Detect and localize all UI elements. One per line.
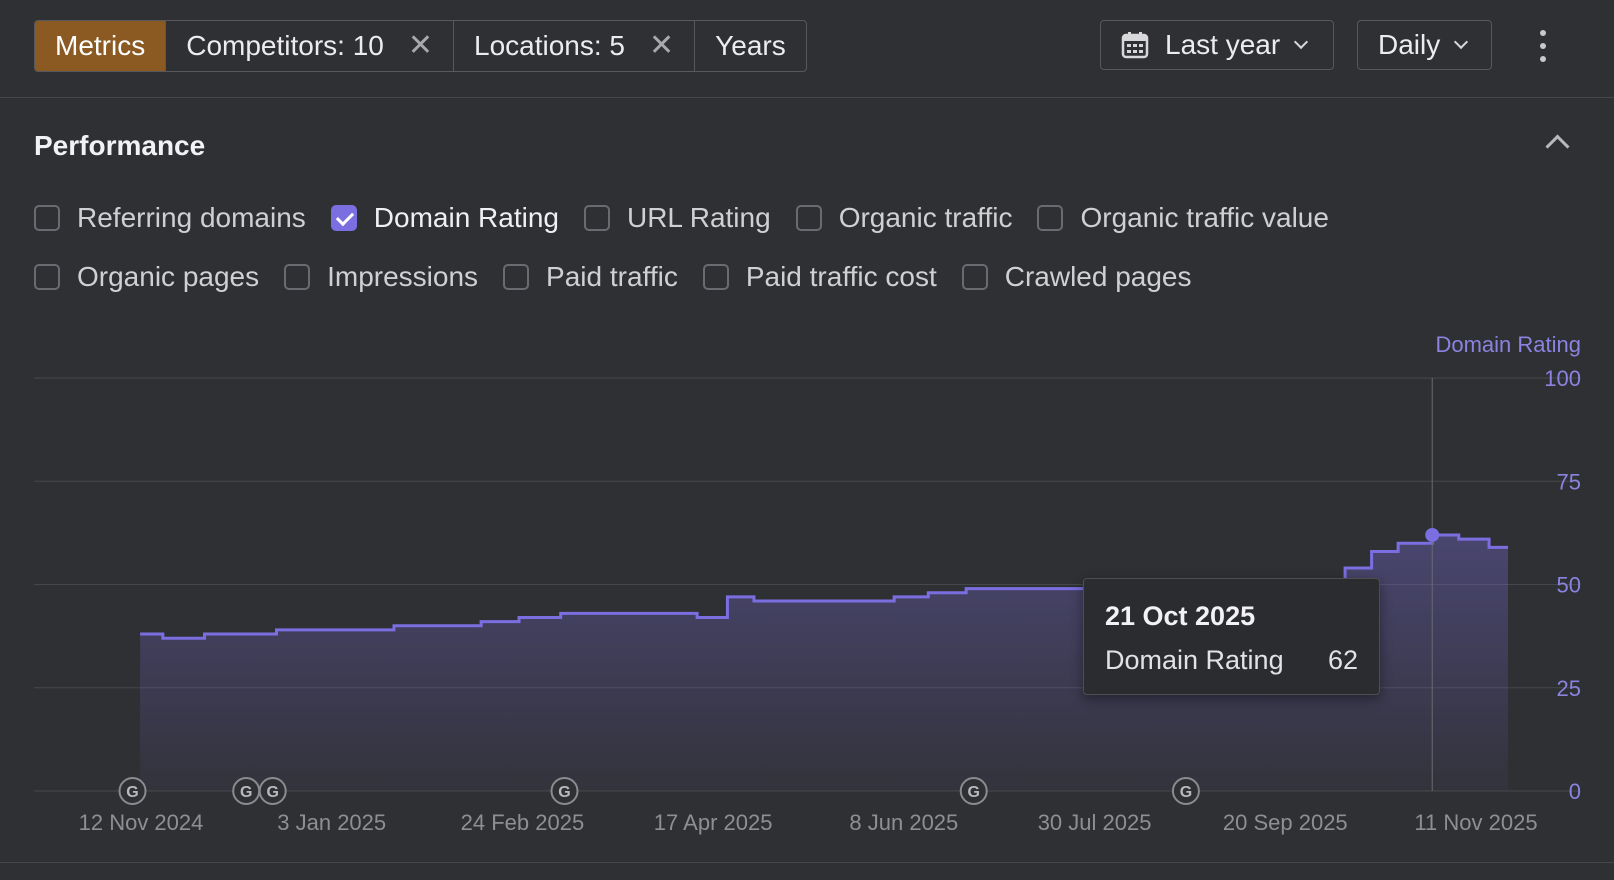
metric-organic-pages[interactable]: Organic pages <box>34 261 259 293</box>
divider <box>0 862 1614 863</box>
close-icon[interactable]: ✕ <box>649 29 675 62</box>
google-update-icon <box>959 777 988 805</box>
y-tick-label: 0 <box>1569 779 1581 804</box>
checkbox[interactable] <box>795 205 822 231</box>
tab-locations[interactable]: Locations: 5 ✕ <box>454 21 696 71</box>
google-update-label: G <box>266 784 278 801</box>
series-line <box>140 533 1508 640</box>
y-axis-title: Domain Rating <box>1435 332 1581 357</box>
tab-locations-label: Locations: 5 <box>474 30 626 61</box>
date-range-dropdown[interactable]: Last year <box>1100 20 1334 70</box>
granularity-label: Daily <box>1378 29 1441 60</box>
google-update-label: G <box>967 784 979 801</box>
metric-domain-rating[interactable]: Domain Rating <box>330 202 559 234</box>
checkbox[interactable] <box>583 205 610 231</box>
metric-label: Paid traffic cost <box>745 261 937 292</box>
metric-crawled-pages[interactable]: Crawled pages <box>961 261 1192 293</box>
metric-paid-traffic[interactable]: Paid traffic <box>503 261 678 293</box>
google-update-label: G <box>240 784 252 801</box>
close-icon[interactable]: ✕ <box>407 29 434 62</box>
x-tick-label: 8 Jun 2025 <box>849 810 958 835</box>
google-update-icon <box>550 777 579 805</box>
checkbox[interactable] <box>284 264 311 290</box>
metric-label: Organic pages <box>77 261 260 292</box>
x-tick-label: 30 Jul 2025 <box>1038 810 1152 835</box>
tab-competitors[interactable]: Competitors: 10 ✕ <box>166 21 455 71</box>
checkbox[interactable] <box>34 264 60 290</box>
metric-organic-traffic[interactable]: Organic traffic <box>795 202 1013 234</box>
metric-label: Crawled pages <box>1004 261 1192 292</box>
chevron-down-icon <box>1294 34 1309 50</box>
metric-label: Organic traffic <box>838 202 1013 233</box>
metrics-row-1: Referring domains Domain Rating URL Rati… <box>34 202 1354 234</box>
x-tick-label: 24 Feb 2025 <box>461 810 585 835</box>
metric-url-rating[interactable]: URL Rating <box>583 202 771 234</box>
tab-competitors-label: Competitors: 10 <box>186 30 384 61</box>
metric-label: URL Rating <box>626 202 771 233</box>
google-update-icon <box>258 777 287 805</box>
section-title: Performance <box>34 130 206 161</box>
chevron-up-icon[interactable] <box>1545 134 1570 159</box>
highlight-point <box>1425 527 1440 542</box>
tooltip-date: 21 Oct 2025 <box>1105 601 1256 631</box>
metric-label: Organic traffic value <box>1080 202 1329 233</box>
checkbox[interactable] <box>34 205 60 231</box>
metric-label: Referring domains <box>77 202 306 233</box>
metric-label: Paid traffic <box>546 261 678 292</box>
tab-years-label: Years <box>715 30 786 61</box>
checkbox[interactable] <box>961 264 988 290</box>
x-tick-label: 3 Jan 2025 <box>277 810 386 835</box>
y-tick-label: 50 <box>1557 573 1581 598</box>
view-tabs: Metrics Competitors: 10 ✕ Locations: 5 ✕ Y… <box>34 20 807 72</box>
tab-years[interactable]: Years <box>695 21 806 71</box>
x-tick-label: 17 Apr 2025 <box>654 810 773 835</box>
checkbox-checked[interactable] <box>330 205 357 231</box>
chart-tooltip: 21 Oct 2025 Domain Rating 62 <box>1083 578 1380 695</box>
toolbar: Metrics Competitors: 10 ✕ Locations: 5 ✕ Y… <box>0 0 1614 98</box>
metric-label: Domain Rating <box>373 202 559 233</box>
metric-referring-domains[interactable]: Referring domains <box>34 202 306 234</box>
google-update-icon <box>1171 777 1200 805</box>
metric-impressions[interactable]: Impressions <box>284 261 478 293</box>
tab-metrics-label: Metrics <box>55 30 146 61</box>
tab-metrics[interactable]: Metrics <box>35 21 167 71</box>
google-update-label: G <box>1180 784 1192 801</box>
chevron-down-icon <box>1454 34 1469 50</box>
tooltip-metric: Domain Rating <box>1105 645 1284 675</box>
checkbox[interactable] <box>702 264 729 290</box>
google-update-icon <box>118 777 147 805</box>
x-tick-label: 11 Nov 2025 <box>1414 810 1537 835</box>
y-tick-label: 100 <box>1544 366 1581 391</box>
metrics-row-2: Organic pages Impressions Paid traffic P… <box>34 261 1217 293</box>
metric-organic-traffic-value[interactable]: Organic traffic value <box>1037 202 1329 234</box>
checkbox[interactable] <box>503 264 530 290</box>
metric-label: Impressions <box>327 261 479 292</box>
google-update-label: G <box>558 784 570 801</box>
metric-paid-traffic-cost[interactable]: Paid traffic cost <box>702 261 937 293</box>
y-tick-label: 75 <box>1557 469 1581 494</box>
google-update-label: G <box>126 784 138 801</box>
granularity-dropdown[interactable]: Daily <box>1357 20 1492 70</box>
x-tick-label: 12 Nov 2024 <box>79 810 204 835</box>
x-tick-label: 20 Sep 2025 <box>1223 810 1348 835</box>
date-range-label: Last year <box>1165 29 1281 60</box>
tooltip-value: 62 <box>1327 645 1358 675</box>
y-tick-label: 25 <box>1557 676 1581 701</box>
more-vertical-icon[interactable] <box>1536 30 1550 62</box>
calendar-icon <box>1121 32 1149 59</box>
checkbox[interactable] <box>1037 205 1064 231</box>
